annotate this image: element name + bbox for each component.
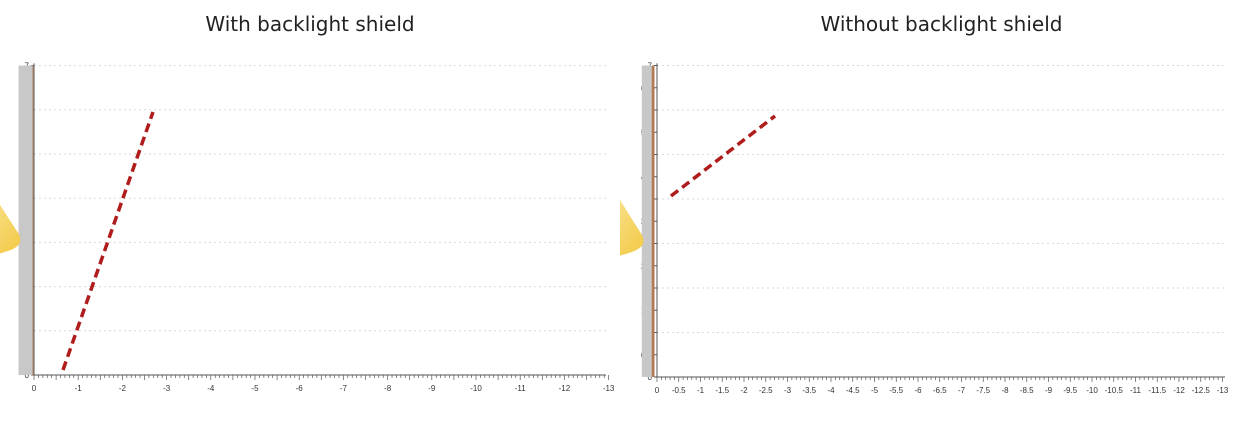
left-wall-brown bbox=[650, 65, 655, 377]
x-tick-label: -4 bbox=[827, 386, 835, 395]
x-tick-label: -2 bbox=[119, 384, 127, 393]
scene bbox=[0, 65, 155, 375]
scene bbox=[620, 65, 777, 377]
backlight-ray-line bbox=[61, 111, 155, 371]
x-tick-label: -9 bbox=[1045, 386, 1053, 395]
x-tick-label: 0 bbox=[655, 386, 660, 395]
x-tick-label: 0 bbox=[32, 384, 37, 393]
x-tick-label: -1.5 bbox=[715, 386, 729, 395]
x-tick-label: -1 bbox=[697, 386, 705, 395]
x-tick-label: -10 bbox=[470, 384, 482, 393]
left-wall-grey bbox=[18, 65, 33, 375]
x-tick-label: -3 bbox=[784, 386, 792, 395]
x-tick-label: -13 bbox=[603, 384, 615, 393]
grid bbox=[34, 65, 606, 332]
x-tick-label: -3 bbox=[163, 384, 171, 393]
light-distribution-cone bbox=[620, 199, 644, 256]
x-tick-label: -13 bbox=[1217, 386, 1229, 395]
y-tick-label: 0 bbox=[648, 373, 653, 382]
axes: 012345670-1-2-3-4-5-6-7-8-9-10-11-12-13 bbox=[25, 62, 615, 393]
x-tick-label: -11 bbox=[515, 384, 527, 393]
x-tick-label: -10.5 bbox=[1105, 386, 1124, 395]
x-tick-label: -8 bbox=[384, 384, 392, 393]
x-tick-label: -9.5 bbox=[1063, 386, 1077, 395]
panel-title-with-shield: With backlight shield bbox=[205, 12, 415, 36]
x-tick-label: -5 bbox=[871, 386, 879, 395]
x-tick-label: -5 bbox=[251, 384, 259, 393]
x-tick-label: -12 bbox=[1173, 386, 1185, 395]
x-tick-label: -2 bbox=[740, 386, 748, 395]
x-tick-label: -1 bbox=[75, 384, 83, 393]
x-tick-label: -6 bbox=[914, 386, 922, 395]
grid bbox=[657, 65, 1225, 333]
x-tick-label: -4.5 bbox=[846, 386, 860, 395]
x-tick-label: -12.5 bbox=[1192, 386, 1211, 395]
x-tick-label: -2.5 bbox=[759, 386, 773, 395]
x-tick-label: -8 bbox=[1001, 386, 1009, 395]
x-tick-label: -9 bbox=[428, 384, 436, 393]
x-tick-label: -0.5 bbox=[672, 386, 686, 395]
diagram-without-shield: 00.511.522.533.544.555.566.570-0.5-1-1.5… bbox=[620, 62, 1229, 396]
x-tick-label: -10 bbox=[1086, 386, 1098, 395]
x-tick-label: -6 bbox=[296, 384, 304, 393]
x-tick-label: -5.5 bbox=[889, 386, 903, 395]
y-tick-label: 0 bbox=[25, 371, 30, 380]
x-tick-label: -3.5 bbox=[802, 386, 816, 395]
diagram-with-shield: 012345670-1-2-3-4-5-6-7-8-9-10-11-12-13 … bbox=[0, 62, 615, 393]
x-tick-label: -12 bbox=[559, 384, 571, 393]
left-wall-grey bbox=[641, 65, 652, 377]
x-tick-label: -4 bbox=[207, 384, 215, 393]
light-distribution-cone bbox=[0, 204, 21, 254]
x-tick-label: -11 bbox=[1130, 386, 1142, 395]
x-tick-label: -7.5 bbox=[976, 386, 990, 395]
backlight-ray-line bbox=[669, 114, 777, 198]
x-tick-label: -7 bbox=[340, 384, 348, 393]
panel-title-without-shield: Without backlight shield bbox=[820, 12, 1063, 36]
x-tick-label: -7 bbox=[958, 386, 966, 395]
x-tick-label: -11.5 bbox=[1148, 386, 1166, 395]
x-tick-label: -8.5 bbox=[1020, 386, 1034, 395]
x-tick-label: -6.5 bbox=[933, 386, 947, 395]
axes: 00.511.522.533.544.555.566.570-0.5-1-1.5… bbox=[641, 62, 1229, 396]
